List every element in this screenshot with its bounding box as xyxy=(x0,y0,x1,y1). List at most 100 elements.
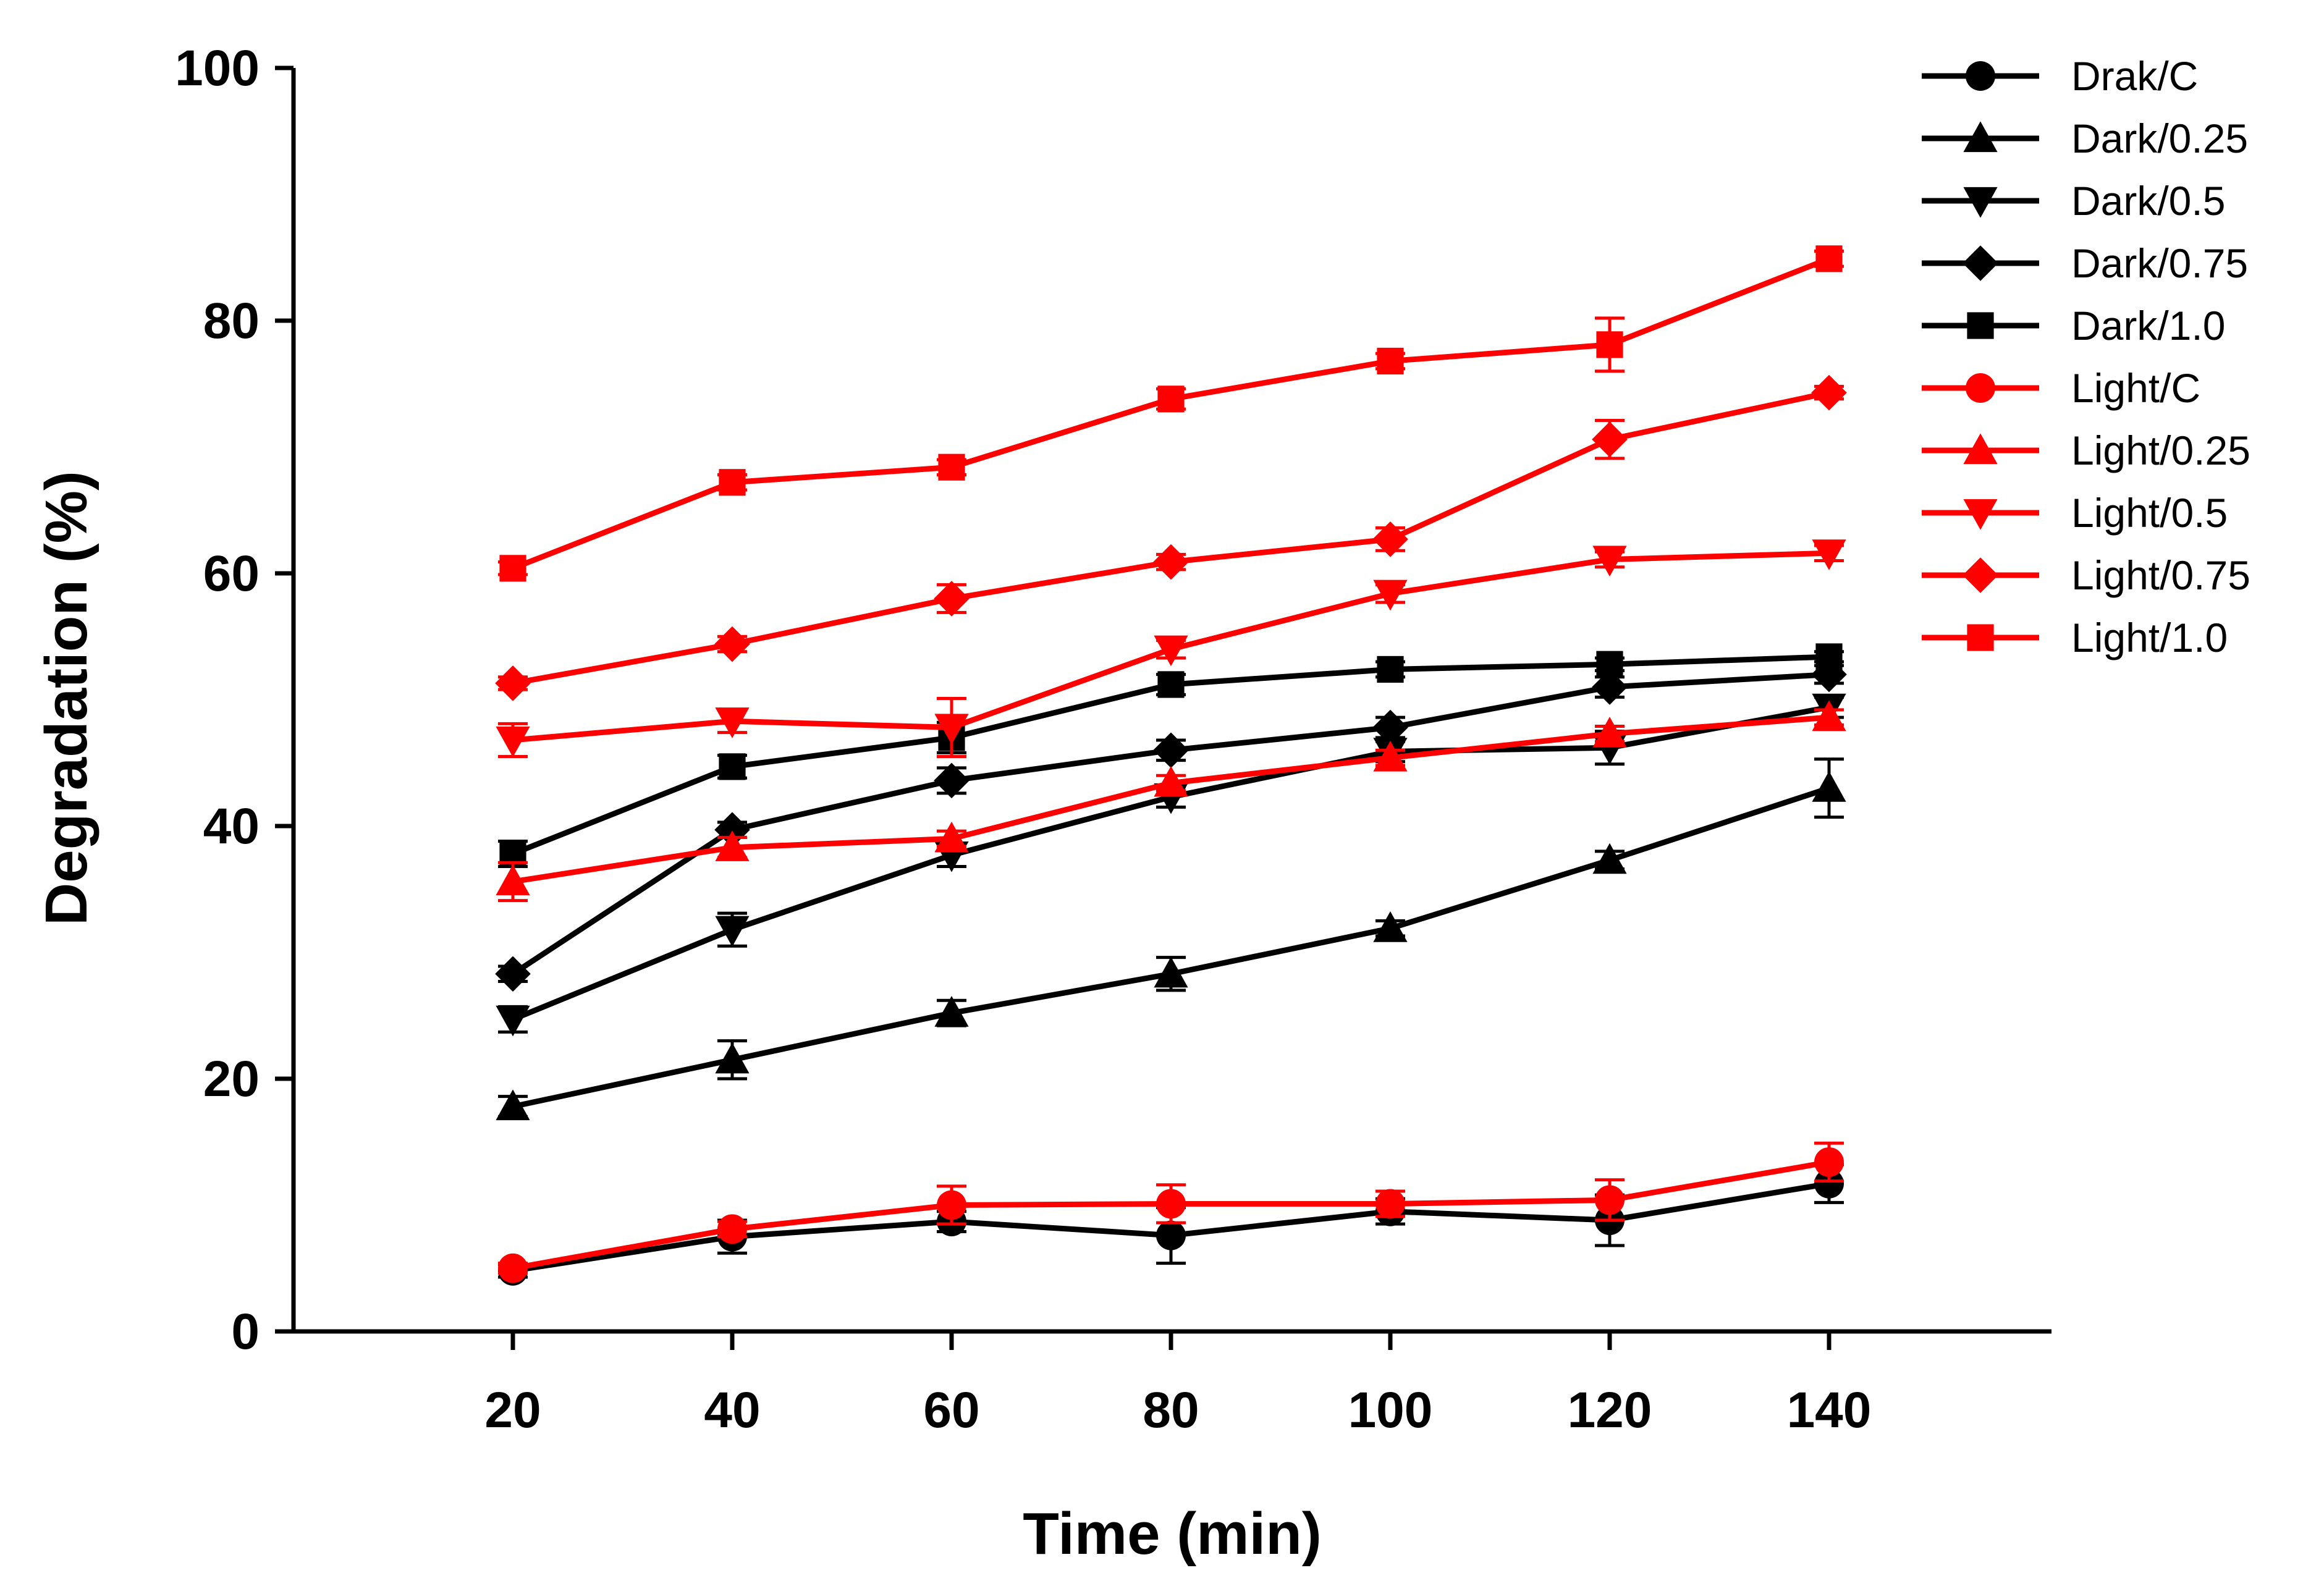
legend-label: Light/0.25 xyxy=(2071,428,2250,473)
legend-label: Drak/C xyxy=(2071,53,2198,99)
legend-marker xyxy=(1963,121,1998,153)
series-drak-c xyxy=(498,1163,1844,1286)
data-point xyxy=(495,665,531,701)
data-point xyxy=(496,1089,530,1121)
data-point xyxy=(1814,1168,1844,1199)
data-point xyxy=(934,821,969,853)
data-point xyxy=(715,830,750,861)
data-point xyxy=(934,762,970,799)
data-point xyxy=(1157,386,1185,413)
data-point xyxy=(1154,956,1188,988)
data-point xyxy=(1812,700,1846,732)
data-point xyxy=(1373,740,1408,772)
series-dark-0-75 xyxy=(495,656,1847,992)
data-point xyxy=(1372,521,1408,557)
legend-label: Dark/0.5 xyxy=(2071,178,2225,224)
legend-item: Light/0.5 xyxy=(1922,490,2228,536)
legend-marker xyxy=(1963,557,1998,593)
series-light-0-25 xyxy=(496,700,1846,903)
data-point xyxy=(1375,1189,1405,1219)
data-point xyxy=(1592,421,1628,458)
legend-item: Light/1.0 xyxy=(1922,615,2228,660)
data-point xyxy=(1812,771,1846,802)
legend: Drak/C Dark/0.25 Dark/0.5 Dark/0.75 Dark/1.0… xyxy=(1922,53,2250,660)
legend-marker xyxy=(1966,373,1995,403)
series-dark-0-25 xyxy=(496,757,1846,1121)
axes-layer xyxy=(291,68,2051,1334)
data-point xyxy=(496,864,530,896)
data-point xyxy=(1814,1147,1844,1177)
ticks-layer: 0 20 40 60 80 100 20 40 60 80 100 120 140 xyxy=(175,40,1871,1438)
y-tick-label: 20 xyxy=(203,1051,260,1107)
legend-label: Light/0.5 xyxy=(2071,490,2228,536)
x-tick-label: 40 xyxy=(704,1382,760,1438)
legend-item: Light/0.25 xyxy=(1922,428,2250,473)
data-point xyxy=(1377,656,1404,683)
legend-item: Dark/0.5 xyxy=(1922,178,2225,224)
y-tick-label: 80 xyxy=(203,293,260,349)
data-point xyxy=(496,1005,530,1037)
data-point xyxy=(496,726,530,757)
legend-marker xyxy=(1963,187,1998,218)
x-tick-label: 60 xyxy=(923,1382,979,1438)
legend-label: Light/1.0 xyxy=(2071,615,2228,660)
data-point xyxy=(1372,709,1408,746)
data-point xyxy=(1377,347,1404,375)
legend-label: Dark/1.0 xyxy=(2071,303,2225,348)
legend-marker xyxy=(1967,312,1994,339)
data-point xyxy=(1156,1189,1186,1219)
legend-marker xyxy=(1966,61,1995,91)
data-point xyxy=(715,916,750,947)
series-line xyxy=(512,785,1830,1110)
y-axis-title: Degradation (%) xyxy=(33,471,99,926)
series-light-c xyxy=(498,1141,1844,1283)
legend-item: Dark/1.0 xyxy=(1922,303,2225,348)
legend-marker xyxy=(1963,245,1998,281)
x-tick-label: 120 xyxy=(1568,1382,1652,1438)
data-point xyxy=(934,996,969,1027)
data-point xyxy=(715,707,750,738)
data-point xyxy=(1592,717,1627,748)
x-tick-label: 100 xyxy=(1348,1382,1433,1438)
data-point xyxy=(934,581,970,617)
y-tick-label: 0 xyxy=(231,1304,260,1360)
data-point xyxy=(1592,843,1627,874)
data-point xyxy=(934,714,969,745)
legend-item: Drak/C xyxy=(1922,53,2198,99)
data-point xyxy=(1154,635,1188,667)
data-point xyxy=(715,1042,750,1074)
legend-label: Dark/0.25 xyxy=(2071,116,2248,161)
legend-label: Light/C xyxy=(2071,365,2200,411)
data-point xyxy=(1812,539,1846,570)
x-axis-title: Time (min) xyxy=(1023,1501,1322,1567)
x-tick-label: 80 xyxy=(1143,1382,1199,1438)
data-point xyxy=(1154,765,1188,797)
series-light-0-5 xyxy=(496,539,1846,759)
series-layer xyxy=(495,245,1847,1286)
x-tick-label: 20 xyxy=(484,1382,541,1438)
data-point xyxy=(719,753,746,780)
data-point xyxy=(495,956,531,992)
data-point xyxy=(938,453,965,481)
legend-label: Light/0.75 xyxy=(2071,552,2250,598)
legend-marker xyxy=(1963,433,1998,465)
data-point xyxy=(1156,1220,1186,1250)
data-point xyxy=(1373,580,1408,611)
data-point xyxy=(1592,546,1627,577)
x-tick-label: 140 xyxy=(1787,1382,1872,1438)
series-line xyxy=(512,256,1830,571)
y-tick-label: 60 xyxy=(203,546,260,602)
legend-marker xyxy=(1967,624,1994,651)
data-point xyxy=(717,1214,747,1244)
data-point xyxy=(1157,671,1185,698)
legend-marker xyxy=(1963,499,1998,530)
data-point xyxy=(1815,245,1843,272)
data-point xyxy=(1153,732,1189,769)
data-point xyxy=(1811,374,1847,411)
legend-label: Dark/0.75 xyxy=(2071,240,2248,286)
data-point xyxy=(1595,1185,1625,1215)
data-point xyxy=(1373,911,1408,942)
y-tick-label: 100 xyxy=(175,40,260,96)
data-point xyxy=(1596,651,1623,678)
